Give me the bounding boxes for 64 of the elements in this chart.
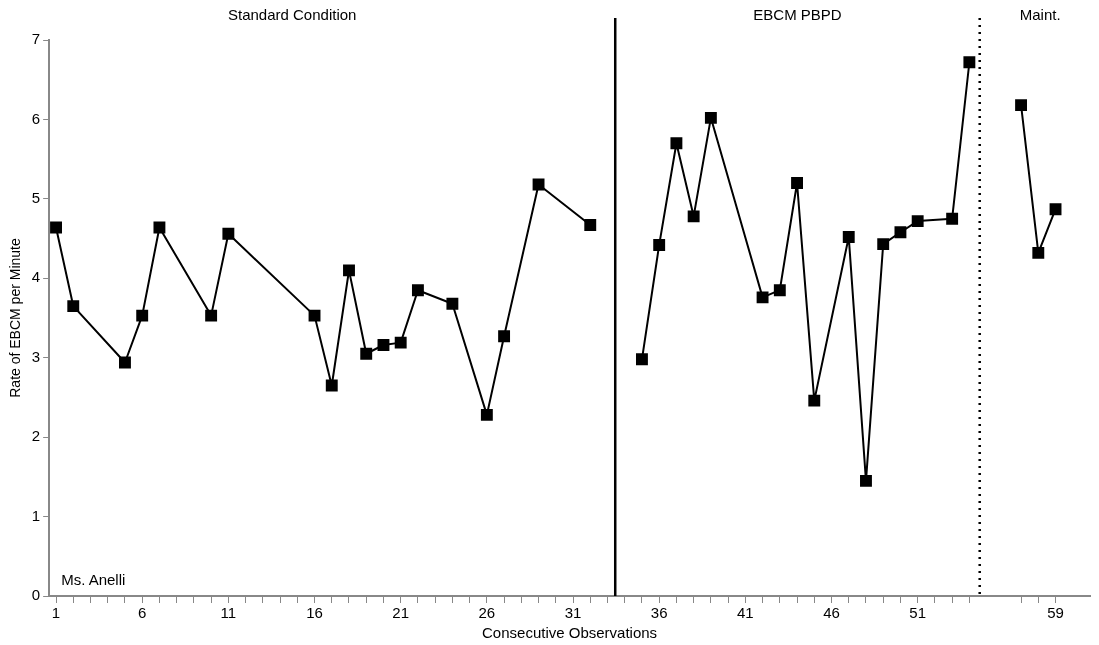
point (343, 264, 355, 277)
point (205, 309, 218, 322)
x-tick-label: 41 (737, 604, 754, 622)
point (756, 291, 769, 304)
x-axis-title: Consecutive Observations (482, 624, 658, 642)
point (704, 111, 717, 124)
x-tick-label: 1 (51, 604, 61, 622)
point (773, 284, 786, 297)
x-tick-label: 26 (478, 604, 496, 622)
point (411, 284, 424, 297)
y-tick-label: 3 (31, 347, 41, 365)
x-tick-label: 16 (306, 604, 323, 622)
point (119, 356, 131, 369)
point (653, 238, 666, 251)
y-axis-title: Rate of EBCM per Minute (7, 238, 24, 398)
y-tick-label: 5 (31, 189, 41, 206)
y-tick-label: 7 (31, 30, 41, 48)
point (50, 221, 62, 234)
x-tick-label: 36 (650, 604, 668, 622)
point (498, 330, 511, 343)
annotation: Ms. Anelli (61, 570, 126, 588)
point (842, 231, 855, 243)
point (808, 394, 821, 407)
x-tick-label: 51 (909, 604, 927, 622)
text: EBCM PBPD (753, 5, 842, 23)
point (946, 212, 959, 225)
point (532, 178, 545, 191)
point (584, 219, 597, 232)
y-tick-label: 2 (31, 427, 41, 445)
point (480, 408, 493, 421)
point (394, 336, 407, 349)
text: Maint. (1019, 5, 1061, 23)
point (877, 238, 890, 251)
y-tick-label: 4 (31, 268, 41, 286)
y-tick-label: 1 (31, 506, 41, 524)
x-tick-label: 46 (823, 604, 840, 622)
point (325, 379, 338, 392)
point (1049, 203, 1062, 216)
x-tick-label: 11 (220, 604, 237, 622)
text: Standard Condition (227, 5, 357, 23)
x-tick-label: 31 (564, 604, 582, 622)
point (67, 300, 80, 313)
point (860, 474, 872, 487)
point (136, 309, 149, 322)
point (308, 309, 321, 322)
point (153, 221, 166, 234)
point (687, 210, 700, 223)
x-tick-label: 6 (138, 604, 147, 622)
point (377, 339, 390, 351)
x-tick-label: 59 (1047, 604, 1064, 622)
point (446, 297, 459, 310)
y-tick-label: 0 (31, 586, 41, 604)
x-tick-label: 21 (392, 604, 410, 622)
point (1032, 246, 1045, 259)
point (360, 347, 373, 360)
point (894, 226, 907, 239)
point (222, 227, 235, 240)
point (670, 137, 683, 150)
point (636, 353, 648, 366)
point (791, 177, 803, 189)
y-tick-label: 6 (31, 109, 41, 127)
point (911, 215, 924, 228)
point (1015, 99, 1028, 112)
point (963, 56, 976, 69)
